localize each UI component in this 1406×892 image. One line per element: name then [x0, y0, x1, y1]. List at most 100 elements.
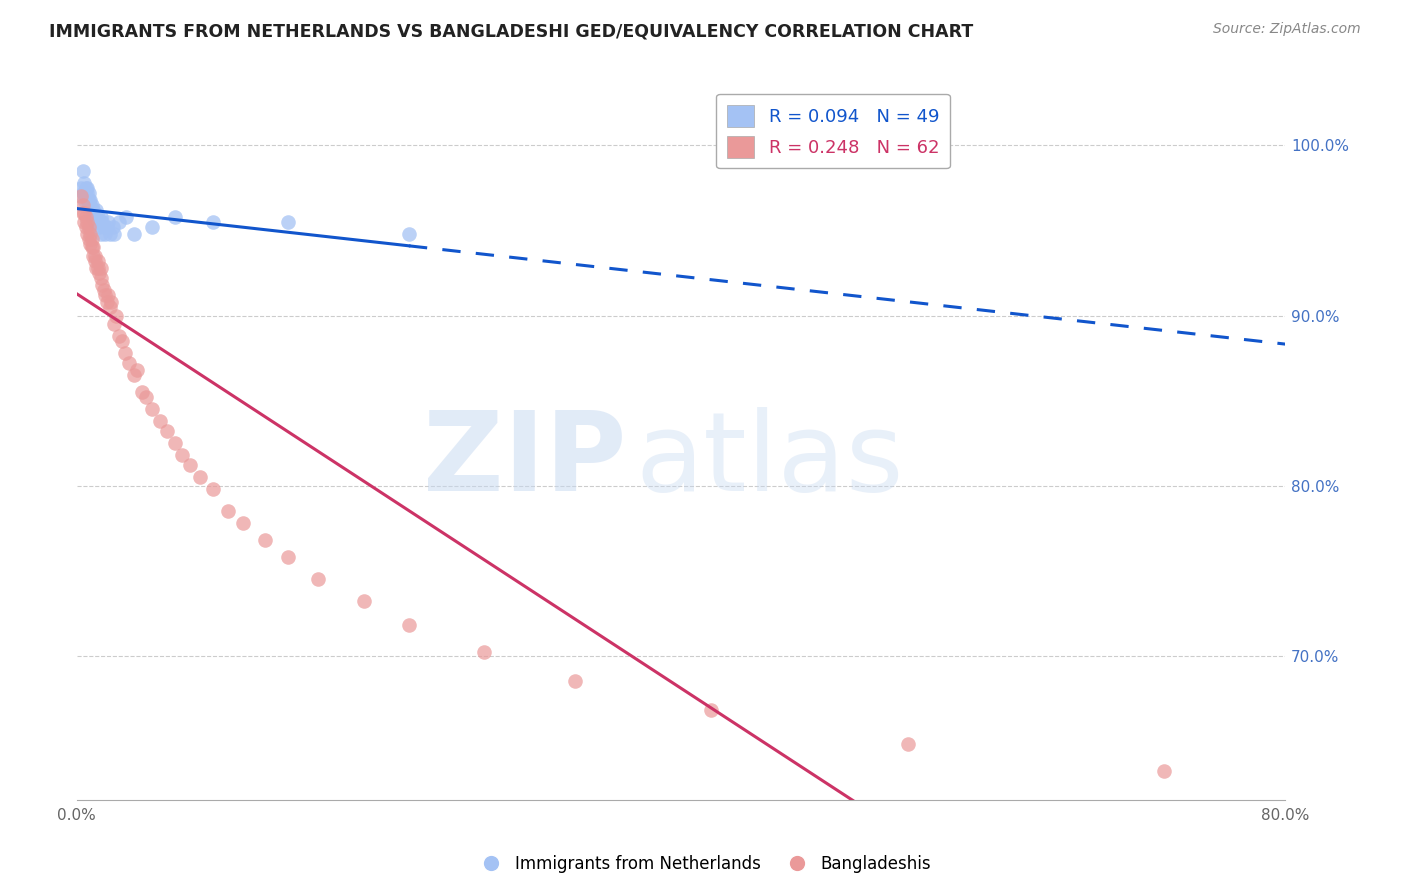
Point: [94, 288, 117, 302]
Point: [254, 533, 277, 547]
Point: [79, 193, 101, 207]
Point: [80, 203, 103, 218]
Point: [86, 254, 108, 268]
Point: [190, 470, 212, 484]
Point: [76, 186, 98, 200]
Point: [80, 240, 103, 254]
Point: [1153, 764, 1175, 779]
Point: [149, 414, 172, 428]
Point: [72, 186, 94, 200]
Point: [86, 260, 108, 275]
Point: [122, 227, 145, 241]
Point: [91, 215, 114, 229]
Point: [82, 240, 104, 254]
Point: [79, 237, 101, 252]
Point: [77, 220, 100, 235]
Point: [104, 309, 127, 323]
Point: [75, 220, 97, 235]
Point: [700, 703, 723, 717]
Point: [73, 215, 96, 229]
Text: ZIP: ZIP: [423, 407, 627, 514]
Point: [398, 618, 420, 632]
Point: [353, 594, 375, 608]
Point: [80, 232, 103, 246]
Point: [84, 260, 107, 275]
Point: [125, 363, 148, 377]
Point: [76, 193, 98, 207]
Point: [108, 329, 131, 343]
Point: [79, 227, 101, 241]
Point: [84, 203, 107, 218]
Point: [83, 206, 105, 220]
Point: [83, 254, 105, 268]
Point: [97, 215, 120, 229]
Point: [114, 346, 136, 360]
Text: IMMIGRANTS FROM NETHERLANDS VS BANGLADESHI GED/EQUIVALENCY CORRELATION CHART: IMMIGRANTS FROM NETHERLANDS VS BANGLADES…: [49, 22, 973, 40]
Point: [97, 288, 120, 302]
Point: [115, 210, 138, 224]
Point: [398, 227, 420, 241]
Point: [108, 215, 131, 229]
Point: [90, 260, 112, 275]
Point: [83, 249, 105, 263]
Point: [82, 210, 104, 224]
Point: [111, 334, 134, 348]
Point: [89, 220, 111, 235]
Point: [564, 674, 586, 689]
Point: [131, 384, 153, 399]
Text: Source: ZipAtlas.com: Source: ZipAtlas.com: [1213, 22, 1361, 37]
Point: [103, 317, 125, 331]
Point: [96, 220, 118, 235]
Point: [156, 424, 179, 438]
Point: [163, 210, 186, 224]
Point: [307, 572, 329, 586]
Legend: R = 0.094   N = 49, R = 0.248   N = 62: R = 0.094 N = 49, R = 0.248 N = 62: [716, 94, 950, 169]
Point: [163, 436, 186, 450]
Point: [86, 215, 108, 229]
Point: [201, 215, 224, 229]
Point: [474, 645, 496, 659]
Point: [90, 227, 112, 241]
Point: [277, 215, 299, 229]
Point: [90, 210, 112, 224]
Point: [80, 210, 103, 224]
Point: [72, 164, 94, 178]
Point: [179, 458, 201, 472]
Point: [70, 189, 93, 203]
Point: [72, 198, 94, 212]
Point: [76, 181, 98, 195]
Point: [77, 198, 100, 212]
Point: [76, 215, 98, 229]
Point: [201, 482, 224, 496]
Point: [82, 249, 104, 263]
Point: [217, 504, 239, 518]
Point: [73, 206, 96, 220]
Point: [94, 227, 117, 241]
Point: [86, 210, 108, 224]
Point: [75, 181, 97, 195]
Point: [79, 198, 101, 212]
Point: [103, 227, 125, 241]
Point: [72, 206, 94, 220]
Point: [135, 390, 157, 404]
Point: [172, 448, 194, 462]
Point: [70, 181, 93, 195]
Point: [896, 737, 918, 751]
Point: [73, 193, 96, 207]
Point: [98, 300, 121, 314]
Point: [98, 227, 121, 241]
Point: [89, 215, 111, 229]
Point: [141, 402, 163, 417]
Point: [73, 176, 96, 190]
Point: [141, 220, 163, 235]
Point: [73, 186, 96, 200]
Point: [76, 227, 98, 241]
Point: [80, 198, 103, 212]
Point: [75, 189, 97, 203]
Point: [91, 277, 114, 292]
Point: [77, 193, 100, 207]
Point: [83, 215, 105, 229]
Point: [82, 203, 104, 218]
Point: [93, 220, 115, 235]
Point: [77, 186, 100, 200]
